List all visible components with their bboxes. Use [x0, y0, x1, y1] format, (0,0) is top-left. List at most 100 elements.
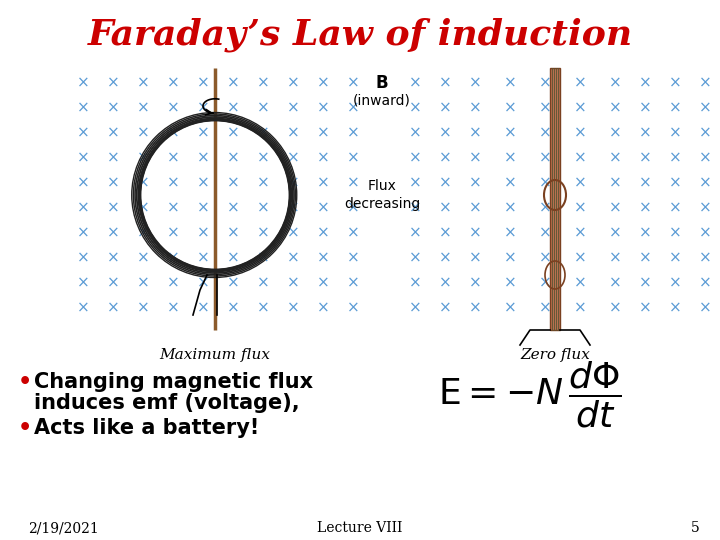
Text: ×: ×	[76, 200, 89, 215]
Text: •: •	[18, 372, 32, 392]
Text: ×: ×	[503, 251, 516, 266]
Text: ×: ×	[539, 125, 552, 140]
Text: ×: ×	[669, 200, 681, 215]
Text: ×: ×	[669, 300, 681, 315]
Text: ×: ×	[574, 151, 586, 165]
Text: ×: ×	[539, 151, 552, 165]
Text: ×: ×	[107, 275, 120, 291]
Text: Faraday’s Law of induction: Faraday’s Law of induction	[87, 18, 633, 52]
Text: ×: ×	[346, 76, 359, 91]
Text: ×: ×	[409, 226, 421, 240]
Text: ×: ×	[698, 300, 711, 315]
Text: ×: ×	[166, 200, 179, 215]
Text: ×: ×	[669, 251, 681, 266]
Text: ×: ×	[639, 100, 652, 116]
Text: ×: ×	[574, 176, 586, 191]
Text: ×: ×	[669, 151, 681, 165]
Text: ×: ×	[107, 200, 120, 215]
Text: ×: ×	[574, 226, 586, 240]
Bar	[550, 68, 560, 330]
Text: ×: ×	[197, 151, 210, 165]
Text: ×: ×	[256, 100, 269, 116]
Text: ×: ×	[608, 76, 621, 91]
Text: ×: ×	[438, 125, 451, 140]
Text: ×: ×	[639, 125, 652, 140]
Text: ×: ×	[287, 76, 300, 91]
Text: ×: ×	[346, 300, 359, 315]
Text: ×: ×	[608, 275, 621, 291]
Text: induces emf (voltage),: induces emf (voltage),	[34, 393, 300, 413]
Text: ×: ×	[107, 251, 120, 266]
Text: ×: ×	[698, 125, 711, 140]
Text: ×: ×	[669, 76, 681, 91]
Text: ×: ×	[539, 275, 552, 291]
Text: ×: ×	[317, 300, 329, 315]
Text: ×: ×	[317, 251, 329, 266]
Text: ×: ×	[76, 176, 89, 191]
Text: B: B	[376, 74, 388, 92]
Text: ×: ×	[639, 251, 652, 266]
Text: ×: ×	[639, 300, 652, 315]
Text: ×: ×	[698, 176, 711, 191]
Text: ×: ×	[438, 100, 451, 116]
Text: •: •	[18, 418, 32, 438]
Text: ×: ×	[469, 125, 482, 140]
Text: ×: ×	[107, 100, 120, 116]
Text: ×: ×	[346, 275, 359, 291]
Text: ×: ×	[346, 100, 359, 116]
Text: ×: ×	[409, 151, 421, 165]
Text: ×: ×	[469, 100, 482, 116]
Text: ×: ×	[166, 100, 179, 116]
Text: ×: ×	[287, 300, 300, 315]
Text: ×: ×	[503, 151, 516, 165]
Text: ×: ×	[76, 251, 89, 266]
Text: ×: ×	[76, 151, 89, 165]
Text: ×: ×	[166, 176, 179, 191]
Text: ×: ×	[197, 200, 210, 215]
Text: ×: ×	[639, 76, 652, 91]
Text: ×: ×	[137, 125, 149, 140]
Text: ×: ×	[346, 251, 359, 266]
Text: ×: ×	[409, 76, 421, 91]
Text: ×: ×	[256, 76, 269, 91]
Text: ×: ×	[469, 151, 482, 165]
Text: ×: ×	[76, 300, 89, 315]
Text: ×: ×	[346, 125, 359, 140]
Text: ×: ×	[409, 176, 421, 191]
Text: ×: ×	[256, 151, 269, 165]
Text: ×: ×	[503, 200, 516, 215]
Text: ×: ×	[317, 151, 329, 165]
Text: ×: ×	[197, 275, 210, 291]
Text: ×: ×	[574, 275, 586, 291]
Text: ×: ×	[256, 226, 269, 240]
Text: ×: ×	[669, 125, 681, 140]
Text: ×: ×	[317, 100, 329, 116]
Text: Acts like a battery!: Acts like a battery!	[34, 418, 259, 438]
Text: ×: ×	[317, 125, 329, 140]
Text: ×: ×	[698, 200, 711, 215]
Text: ×: ×	[227, 275, 239, 291]
Text: ×: ×	[669, 226, 681, 240]
Text: ×: ×	[438, 151, 451, 165]
Text: ×: ×	[346, 200, 359, 215]
Text: ×: ×	[469, 176, 482, 191]
Text: ×: ×	[256, 200, 269, 215]
Text: ×: ×	[669, 100, 681, 116]
Text: ×: ×	[287, 251, 300, 266]
Text: ×: ×	[137, 176, 149, 191]
Text: ×: ×	[166, 251, 179, 266]
Text: (inward): (inward)	[353, 93, 411, 107]
Text: ×: ×	[227, 251, 239, 266]
Text: ×: ×	[227, 76, 239, 91]
Text: ×: ×	[639, 275, 652, 291]
Text: ×: ×	[346, 151, 359, 165]
Text: ×: ×	[317, 76, 329, 91]
Text: ×: ×	[166, 226, 179, 240]
Text: 2/19/2021: 2/19/2021	[28, 521, 99, 535]
Text: ×: ×	[669, 176, 681, 191]
Text: ×: ×	[409, 275, 421, 291]
Text: ×: ×	[409, 125, 421, 140]
Text: ×: ×	[539, 76, 552, 91]
Text: ×: ×	[137, 275, 149, 291]
Text: ×: ×	[256, 176, 269, 191]
